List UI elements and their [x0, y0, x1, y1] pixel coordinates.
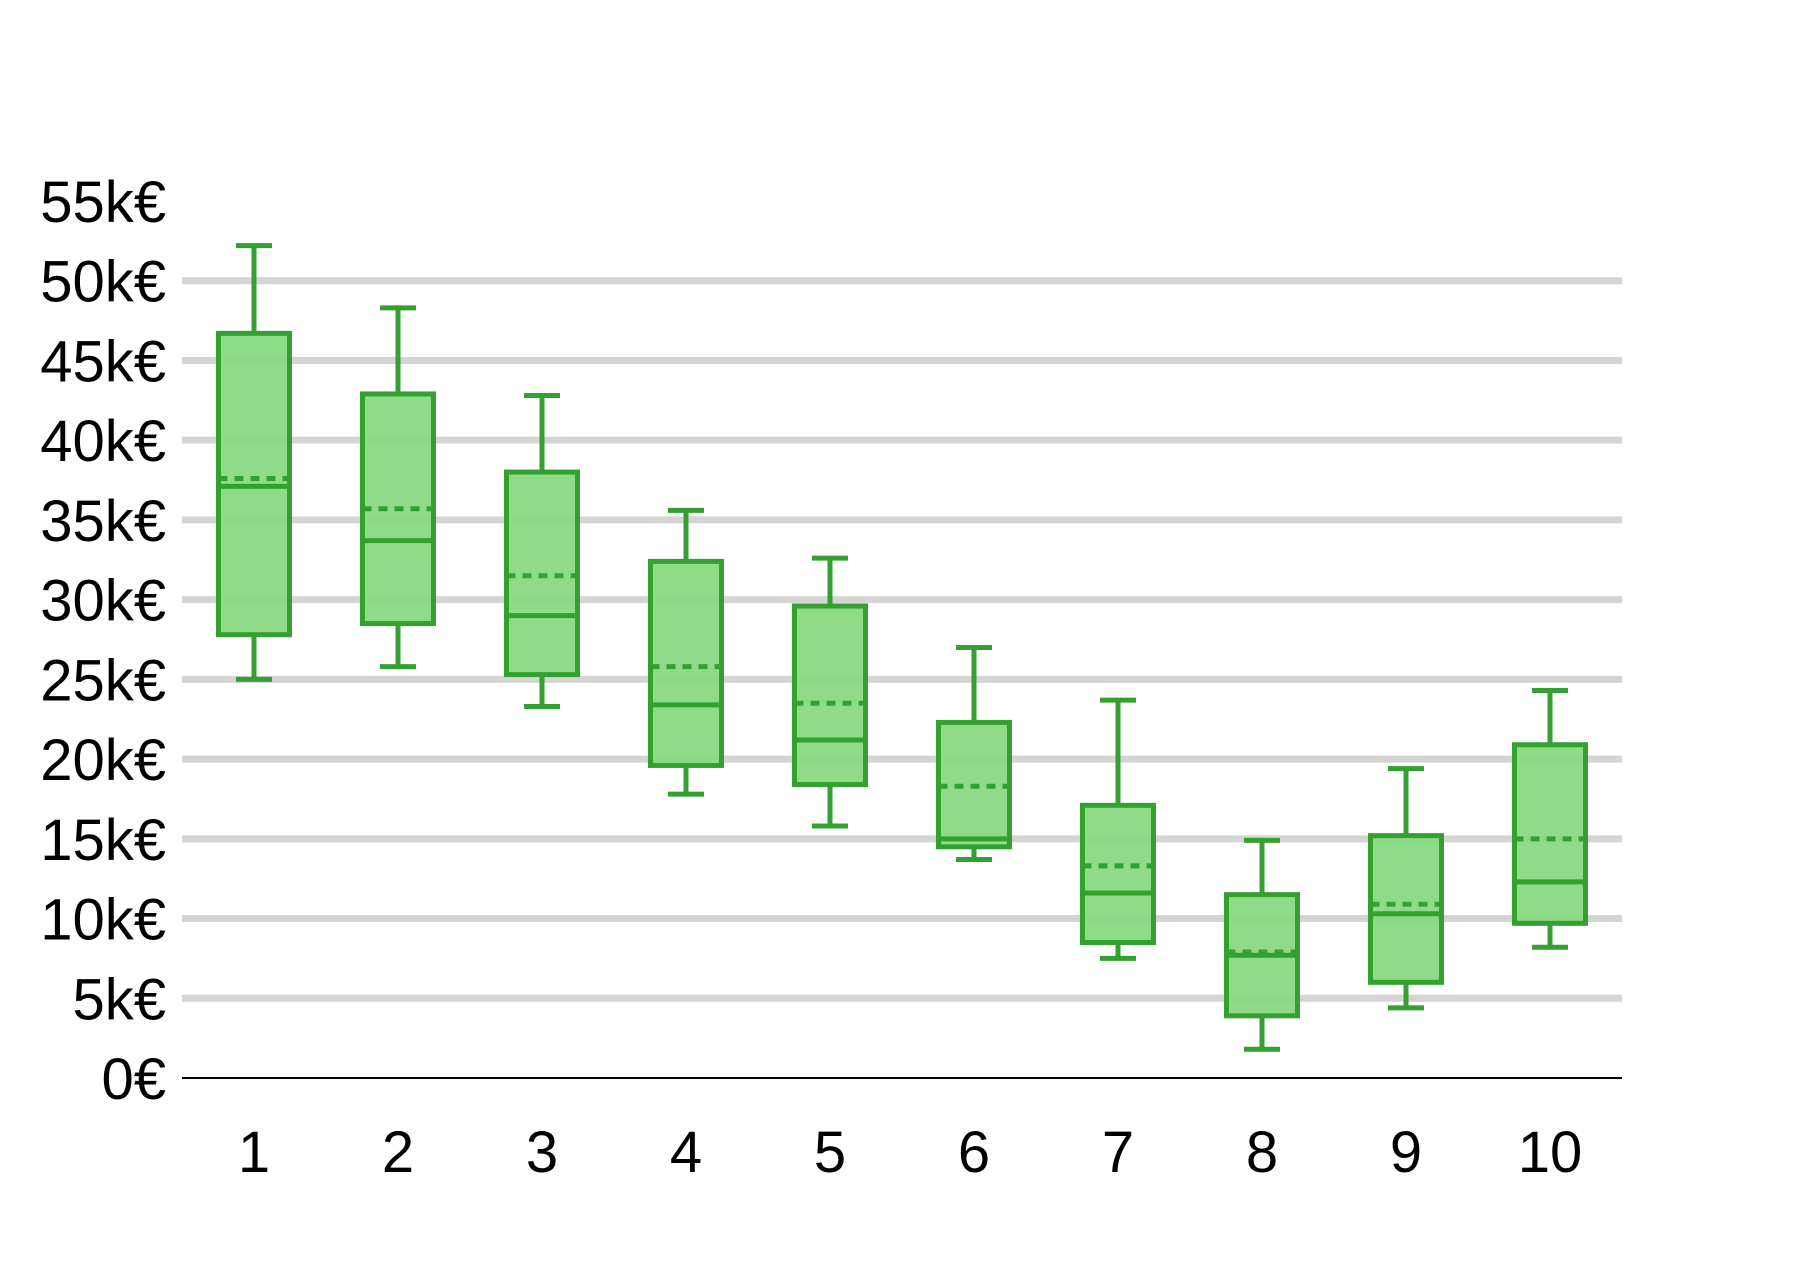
y-tick-label: 20k€ [40, 728, 166, 793]
box-iqr [648, 558, 724, 768]
box-4 [648, 507, 724, 797]
box-3 [504, 393, 580, 709]
box-9 [1368, 766, 1444, 1011]
y-tick-label: 10k€ [40, 888, 166, 953]
y-tick-label: 15k€ [40, 808, 166, 873]
y-tick-label: 30k€ [40, 569, 166, 634]
box-7 [1080, 697, 1156, 961]
box-iqr [1368, 833, 1444, 985]
y-tick-label: 0€ [101, 1047, 166, 1112]
box-iqr [792, 603, 868, 788]
x-tick-label: 6 [958, 1120, 990, 1185]
x-tick-label: 1 [238, 1120, 270, 1185]
y-tick-label: 25k€ [40, 648, 166, 713]
x-tick-label: 3 [526, 1120, 558, 1185]
x-tick-label: 8 [1246, 1120, 1278, 1185]
box-5 [792, 555, 868, 829]
boxes [216, 243, 1588, 1052]
x-tick-label: 10 [1518, 1120, 1583, 1185]
y-tick-label: 5k€ [72, 967, 166, 1032]
box-1 [216, 243, 292, 682]
box-6 [936, 644, 1012, 863]
y-axis-tick-labels: 0€ 5k€ 10k€ 15k€ 20k€ 25k€ 30k€ 35k€ 40k€ 45k€ 50k… [40, 170, 166, 1112]
x-tick-label: 2 [382, 1120, 414, 1185]
y-tick-label: 40k€ [40, 409, 166, 474]
x-tick-label: 5 [814, 1120, 846, 1185]
box-10 [1512, 688, 1588, 950]
box-2 [360, 305, 436, 670]
y-tick-label: 50k€ [40, 250, 166, 315]
box-iqr [1512, 742, 1588, 926]
y-tick-label: 55k€ [40, 170, 166, 235]
y-tick-label: 35k€ [40, 489, 166, 554]
x-tick-label: 9 [1390, 1120, 1422, 1185]
x-tick-label: 4 [670, 1120, 702, 1185]
box-8 [1224, 837, 1300, 1052]
y-tick-label: 45k€ [40, 329, 166, 394]
x-axis-tick-labels: 1 2 3 4 5 6 7 8 9 10 [238, 1120, 1582, 1185]
box-iqr [1080, 802, 1156, 945]
x-tick-label: 7 [1102, 1120, 1134, 1185]
